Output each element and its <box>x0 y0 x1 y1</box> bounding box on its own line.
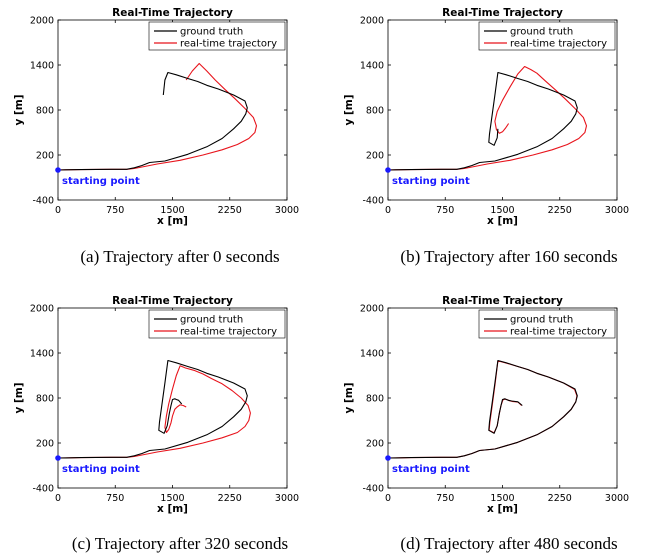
x-axis-label: x [m] <box>157 215 188 227</box>
x-tick-label: 2250 <box>548 493 572 504</box>
x-tick-label: 2250 <box>218 493 242 504</box>
y-tick-label: 800 <box>366 106 384 117</box>
x-tick-label: 2250 <box>548 205 572 216</box>
x-tick-label: 1500 <box>490 493 514 504</box>
x-axis-label: x [m] <box>157 503 188 515</box>
series-line-ground-truth <box>388 359 578 459</box>
series-line-ground-truth <box>388 71 578 171</box>
x-axis-label: x [m] <box>487 503 518 515</box>
y-tick-label: 1400 <box>30 349 54 360</box>
y-tick-label: 2000 <box>30 16 54 27</box>
x-axis-label: x [m] <box>487 215 518 227</box>
series-line-real-time <box>58 365 251 459</box>
legend-entry-label: ground truth <box>510 315 573 326</box>
x-tick-label: 0 <box>55 205 61 216</box>
starting-point-marker <box>55 167 61 173</box>
subfigure-caption: (a) Trajectory after 0 seconds <box>80 247 279 266</box>
legend-box <box>148 21 286 51</box>
y-tick-label: 200 <box>366 439 384 450</box>
y-tick-label: 2000 <box>360 16 384 27</box>
subfigure-caption: (d) Trajectory after 480 seconds <box>400 534 617 553</box>
subfigure-caption: (c) Trajectory after 320 seconds <box>72 534 288 553</box>
y-axis-label: y [m] <box>13 382 25 413</box>
legend-entry-label: real-time trajectory <box>180 39 277 50</box>
x-tick-label: 1500 <box>160 493 184 504</box>
starting-point-label: starting point <box>392 464 470 475</box>
y-tick-label: 2000 <box>30 304 54 315</box>
y-tick-label: 1400 <box>360 61 384 72</box>
series-line-ground-truth <box>58 359 248 459</box>
x-tick-label: 2250 <box>218 205 242 216</box>
y-tick-label: -400 <box>362 196 384 207</box>
chart-title: Real-Time Trajectory <box>112 295 233 307</box>
x-tick-label: 1500 <box>490 205 514 216</box>
x-tick-label: 0 <box>55 493 61 504</box>
legend-entry-label: real-time trajectory <box>510 327 607 338</box>
subfigure-caption: (b) Trajectory after 160 seconds <box>400 247 617 266</box>
chart-panel-3: Real-Time Trajectory 0 750 1500 2250 3000 -400… <box>13 295 299 515</box>
series-line-real-time <box>58 62 258 171</box>
y-tick-label: 200 <box>36 439 54 450</box>
x-tick-label: 3000 <box>275 493 299 504</box>
x-tick-label: 0 <box>385 493 391 504</box>
chart-panel-1: Real-Time Trajectory 0 750 1500 2250 3000 -400… <box>13 7 299 227</box>
chart-panel-2: Real-Time Trajectory 0 750 1500 2250 3000 -400… <box>343 7 629 227</box>
series-line-ground-truth <box>58 71 248 171</box>
y-tick-label: 200 <box>366 151 384 162</box>
legend-entry-label: ground truth <box>180 27 243 38</box>
starting-point-marker <box>55 455 61 461</box>
x-tick-label: 3000 <box>275 205 299 216</box>
legend-box <box>148 309 286 339</box>
y-tick-label: 200 <box>36 151 54 162</box>
chart-title: Real-Time Trajectory <box>442 295 563 307</box>
y-tick-label: 2000 <box>360 304 384 315</box>
y-axis-label: y [m] <box>13 94 25 125</box>
legend-entry-label: real-time trajectory <box>180 327 277 338</box>
y-tick-label: 800 <box>36 106 54 117</box>
starting-point-label: starting point <box>392 176 470 187</box>
x-tick-label: 3000 <box>605 493 629 504</box>
x-tick-label: 1500 <box>160 205 184 216</box>
legend-entry-label: ground truth <box>180 315 243 326</box>
x-tick-label: 750 <box>436 493 454 504</box>
starting-point-marker <box>385 167 391 173</box>
y-axis-label: y [m] <box>343 382 355 413</box>
legend-box <box>478 21 616 51</box>
y-tick-label: -400 <box>32 484 54 495</box>
y-tick-label: -400 <box>362 484 384 495</box>
y-axis-label: y [m] <box>343 94 355 125</box>
x-tick-label: 0 <box>385 205 391 216</box>
y-tick-label: 1400 <box>30 61 54 72</box>
starting-point-marker <box>385 455 391 461</box>
y-tick-label: 800 <box>36 394 54 405</box>
legend-entry-label: ground truth <box>510 27 573 38</box>
x-tick-label: 750 <box>436 205 454 216</box>
series-line-real-time <box>388 360 578 459</box>
chart-title: Real-Time Trajectory <box>442 7 563 19</box>
legend-entry-label: real-time trajectory <box>510 39 607 50</box>
x-tick-label: 750 <box>106 493 124 504</box>
series-line-real-time <box>388 65 588 171</box>
x-tick-label: 750 <box>106 205 124 216</box>
y-tick-label: -400 <box>32 196 54 207</box>
legend-box <box>478 309 616 339</box>
starting-point-label: starting point <box>62 464 140 475</box>
chart-panel-4: Real-Time Trajectory 0 750 1500 2250 3000 -400… <box>343 295 629 515</box>
chart-title: Real-Time Trajectory <box>112 7 233 19</box>
x-tick-label: 3000 <box>605 205 629 216</box>
y-tick-label: 800 <box>366 394 384 405</box>
starting-point-label: starting point <box>62 176 140 187</box>
y-tick-label: 1400 <box>360 349 384 360</box>
